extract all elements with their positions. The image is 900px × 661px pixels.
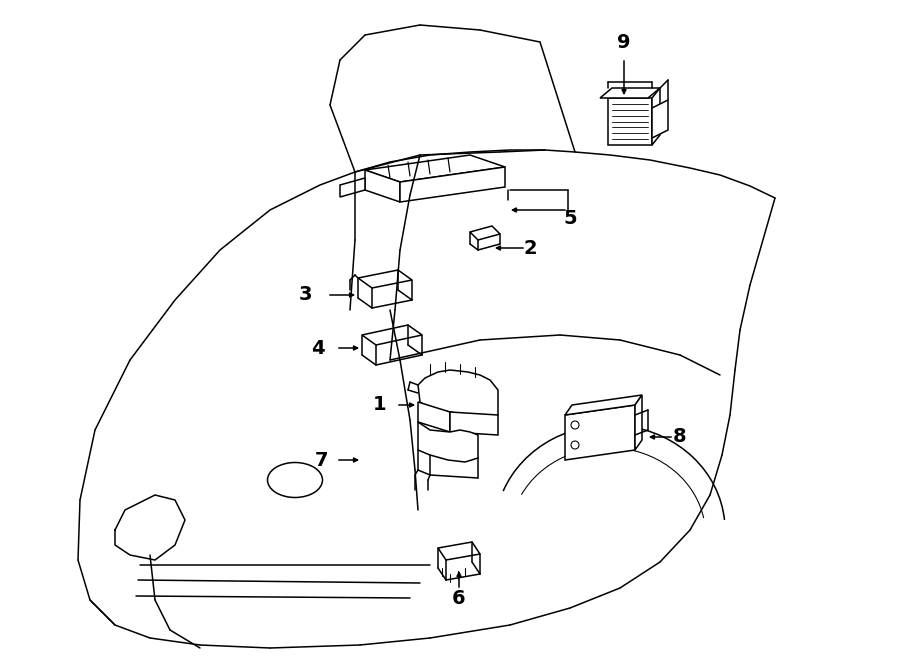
Polygon shape bbox=[418, 370, 498, 420]
Text: 7: 7 bbox=[315, 451, 328, 469]
Text: 4: 4 bbox=[311, 338, 325, 358]
Polygon shape bbox=[600, 88, 660, 98]
Polygon shape bbox=[608, 98, 652, 145]
Polygon shape bbox=[400, 167, 505, 202]
Polygon shape bbox=[450, 412, 498, 435]
Polygon shape bbox=[652, 100, 668, 138]
Text: 8: 8 bbox=[673, 428, 687, 446]
Polygon shape bbox=[652, 88, 660, 145]
Polygon shape bbox=[365, 170, 400, 202]
Polygon shape bbox=[470, 226, 500, 240]
Text: 3: 3 bbox=[298, 286, 311, 305]
Text: 9: 9 bbox=[617, 32, 631, 52]
Polygon shape bbox=[418, 402, 450, 432]
Polygon shape bbox=[565, 405, 635, 460]
Polygon shape bbox=[438, 542, 480, 560]
Polygon shape bbox=[362, 325, 422, 345]
Polygon shape bbox=[635, 395, 642, 450]
Polygon shape bbox=[418, 422, 478, 462]
Polygon shape bbox=[365, 155, 505, 182]
Text: 2: 2 bbox=[523, 239, 536, 258]
Text: 5: 5 bbox=[563, 208, 577, 227]
Polygon shape bbox=[340, 178, 365, 197]
Polygon shape bbox=[358, 270, 412, 288]
Text: 6: 6 bbox=[452, 588, 466, 607]
Text: 1: 1 bbox=[374, 395, 387, 414]
Polygon shape bbox=[565, 395, 642, 415]
